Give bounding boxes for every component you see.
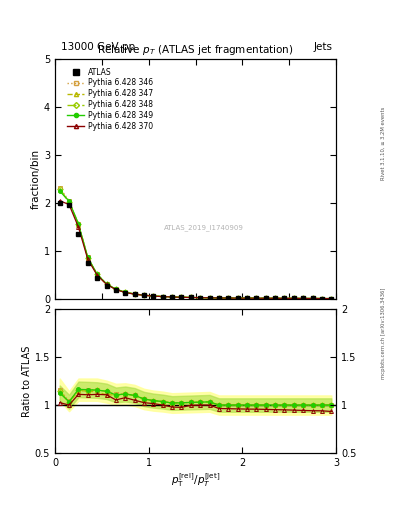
Text: Rivet 3.1.10, ≥ 3.2M events: Rivet 3.1.10, ≥ 3.2M events (381, 106, 386, 180)
Y-axis label: Ratio to ATLAS: Ratio to ATLAS (22, 345, 32, 417)
Title: Relative $p_T$ (ATLAS jet fragmentation): Relative $p_T$ (ATLAS jet fragmentation) (97, 44, 294, 57)
Legend: ATLAS, Pythia 6.428 346, Pythia 6.428 347, Pythia 6.428 348, Pythia 6.428 349, P: ATLAS, Pythia 6.428 346, Pythia 6.428 34… (67, 68, 153, 131)
Text: mcplots.cern.ch [arXiv:1306.3436]: mcplots.cern.ch [arXiv:1306.3436] (381, 287, 386, 378)
Text: Jets: Jets (313, 42, 332, 52)
Y-axis label: fraction/bin: fraction/bin (31, 149, 41, 209)
Text: ATLAS_2019_I1740909: ATLAS_2019_I1740909 (164, 224, 244, 230)
Text: 13000 GeV pp: 13000 GeV pp (61, 42, 135, 52)
X-axis label: $p_{\rm T}^{\rm [rel]}$$/ p_T^{\rm [jet]}$: $p_{\rm T}^{\rm [rel]}$$/ p_T^{\rm [jet]… (171, 471, 220, 488)
